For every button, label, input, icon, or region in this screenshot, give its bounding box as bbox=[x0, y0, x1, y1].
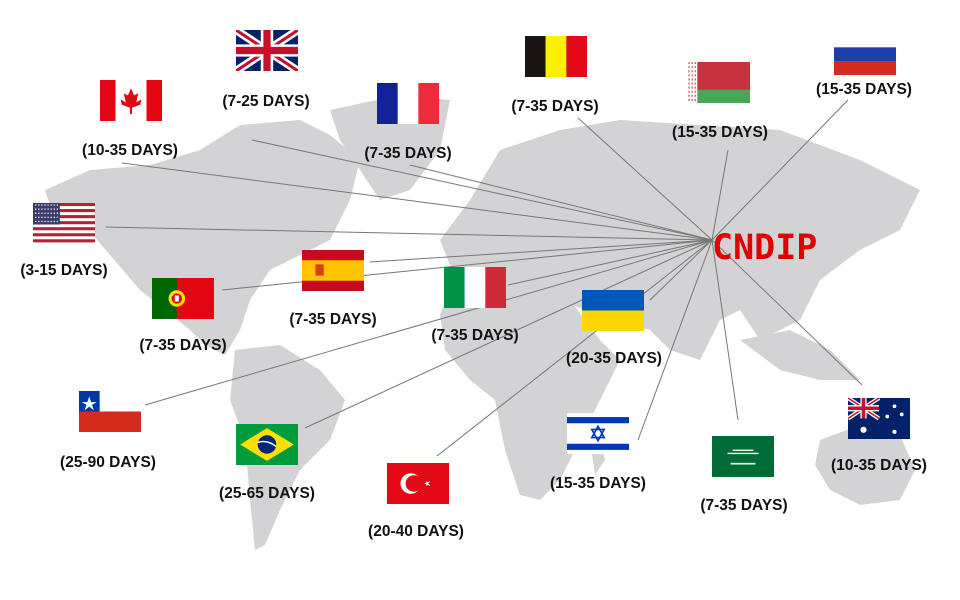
route-line bbox=[121, 162, 713, 241]
delivery-time-label: (7-35 DAYS) bbox=[700, 497, 788, 514]
delivery-time-label: (20-35 DAYS) bbox=[566, 350, 662, 367]
hub-label: CNDIP bbox=[712, 228, 818, 268]
australia-flag-icon bbox=[848, 398, 910, 439]
italy-flag-icon bbox=[444, 267, 506, 308]
uk-flag-icon bbox=[236, 30, 298, 71]
route-line bbox=[105, 226, 713, 241]
israel-flag-icon bbox=[567, 413, 629, 454]
route-line bbox=[144, 239, 713, 406]
north-america bbox=[45, 120, 360, 355]
australia bbox=[815, 425, 915, 505]
route-line bbox=[649, 239, 713, 301]
portugal-flag-icon bbox=[152, 278, 214, 319]
route-line bbox=[637, 239, 713, 441]
belarus-flag-icon bbox=[688, 62, 750, 103]
delivery-time-label: (10-35 DAYS) bbox=[831, 457, 927, 474]
usa-flag-icon bbox=[33, 203, 95, 244]
turkey-flag-icon bbox=[387, 463, 449, 504]
france-flag-icon bbox=[377, 83, 439, 124]
route-line bbox=[304, 239, 713, 429]
chile-flag-icon bbox=[79, 391, 141, 432]
belgium-flag-icon bbox=[525, 36, 587, 77]
delivery-time-label: (25-65 DAYS) bbox=[219, 485, 315, 502]
continents bbox=[45, 95, 920, 550]
route-line bbox=[711, 149, 729, 241]
delivery-time-label: (15-35 DAYS) bbox=[672, 124, 768, 141]
ukraine-flag-icon bbox=[582, 290, 644, 331]
spain-flag-icon bbox=[302, 250, 364, 291]
delivery-time-label: (10-35 DAYS) bbox=[82, 142, 178, 159]
route-line bbox=[711, 239, 739, 421]
delivery-time-label: (7-35 DAYS) bbox=[364, 145, 452, 162]
delivery-time-label: (20-40 DAYS) bbox=[368, 523, 464, 540]
route-line bbox=[507, 239, 713, 286]
route-line bbox=[251, 139, 713, 241]
route-line bbox=[369, 239, 713, 263]
delivery-time-label: (7-35 DAYS) bbox=[511, 98, 599, 115]
route-line bbox=[409, 164, 713, 241]
delivery-time-label: (7-35 DAYS) bbox=[289, 311, 377, 328]
delivery-time-label: (3-15 DAYS) bbox=[20, 262, 108, 279]
delivery-time-label: (7-25 DAYS) bbox=[222, 93, 310, 110]
delivery-time-label: (15-35 DAYS) bbox=[816, 81, 912, 98]
delivery-time-label: (25-90 DAYS) bbox=[60, 454, 156, 471]
delivery-time-label: (15-35 DAYS) bbox=[550, 475, 646, 492]
delivery-time-label: (7-35 DAYS) bbox=[431, 327, 519, 344]
canada-flag-icon bbox=[100, 80, 162, 121]
brazil-flag-icon bbox=[236, 424, 298, 465]
route-line bbox=[711, 99, 849, 241]
route-line bbox=[436, 239, 713, 457]
delivery-time-label: (7-35 DAYS) bbox=[139, 337, 227, 354]
route-line bbox=[711, 239, 863, 386]
route-line bbox=[577, 117, 713, 241]
southeast-asia bbox=[740, 330, 860, 380]
saudi-flag-icon bbox=[712, 436, 774, 477]
russia-flag-icon bbox=[834, 34, 896, 75]
